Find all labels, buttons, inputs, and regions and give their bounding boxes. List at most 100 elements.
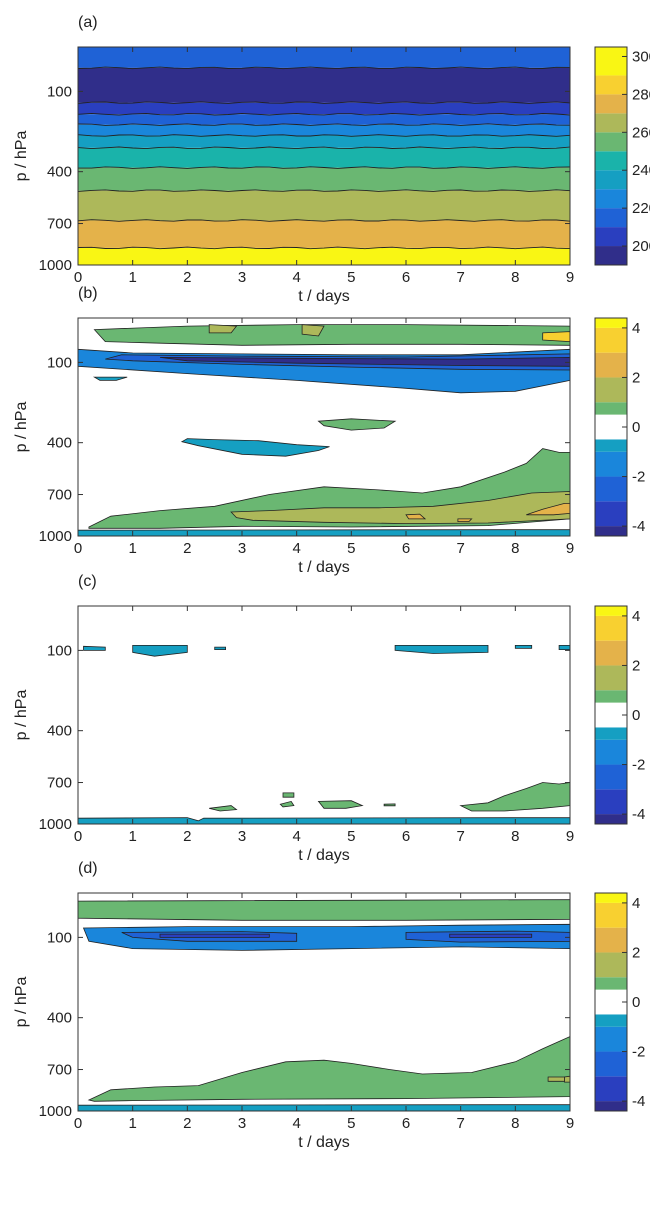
colorbar-segment bbox=[595, 640, 627, 666]
colorbar-segment bbox=[595, 1026, 627, 1052]
x-tick-label: 0 bbox=[74, 269, 82, 286]
x-tick-label: 1 bbox=[128, 828, 136, 845]
colorbar-segment bbox=[595, 451, 627, 477]
colorbar-tick-label: 0 bbox=[632, 994, 640, 1011]
y-tick-label: 700 bbox=[47, 775, 72, 792]
x-tick-label: 9 bbox=[566, 828, 574, 845]
colorbar-segment bbox=[595, 893, 627, 903]
contour-line bbox=[78, 66, 570, 70]
x-tick-label: 7 bbox=[456, 1115, 464, 1132]
panel-a: 0 1 2 3 4 5 6 7 8 9 100 400 700 1000 t / days p / hPa (a… bbox=[13, 14, 650, 305]
contour-region bbox=[87, 1036, 570, 1102]
colorbar-segment bbox=[595, 1076, 627, 1102]
y-tick-label: 1000 bbox=[39, 1103, 72, 1120]
colorbar-tick-label: -4 bbox=[632, 1093, 645, 1110]
x-axis-label: t / days bbox=[298, 288, 350, 305]
contour-region bbox=[214, 646, 226, 650]
colorbar-segment bbox=[595, 501, 627, 527]
contour-line bbox=[78, 112, 570, 116]
panel-b: 0 1 2 3 4 5 6 7 8 9 100 400 700 1000 t / days p / hPa (b… bbox=[13, 285, 645, 576]
colorbar-segment bbox=[595, 739, 627, 765]
x-tick-label: 1 bbox=[128, 1115, 136, 1132]
colorbar-segment bbox=[595, 170, 627, 190]
contour-band bbox=[78, 67, 570, 103]
panel-label: (c) bbox=[78, 573, 97, 590]
contour-region bbox=[78, 1104, 570, 1111]
colorbar-segment bbox=[595, 402, 627, 415]
contour-region bbox=[159, 356, 570, 367]
contour-band bbox=[78, 102, 570, 115]
colorbar-tick-label: 2 bbox=[632, 944, 640, 961]
contour-region bbox=[230, 491, 570, 525]
contour-region bbox=[82, 923, 570, 951]
x-tick-label: 4 bbox=[292, 828, 300, 845]
contour-region bbox=[180, 438, 330, 457]
panel-c: 0 1 2 3 4 5 6 7 8 9 100 400 700 1000 t / days p / hPa (c… bbox=[13, 573, 645, 864]
plot-frame bbox=[77, 317, 571, 537]
colorbar-segment bbox=[595, 113, 627, 133]
y-tick-label: 400 bbox=[47, 435, 72, 452]
y-tick-label: 400 bbox=[47, 723, 72, 740]
x-tick-label: 3 bbox=[238, 540, 246, 557]
contour-band bbox=[78, 167, 570, 191]
x-tick-label: 9 bbox=[566, 540, 574, 557]
colorbar-segment bbox=[595, 764, 627, 790]
x-tick-label: 6 bbox=[402, 540, 410, 557]
x-tick-label: 6 bbox=[402, 269, 410, 286]
y-tick-label: 100 bbox=[47, 642, 72, 659]
colorbar-segment bbox=[595, 439, 627, 452]
contour-region bbox=[514, 645, 533, 649]
x-tick-label: 8 bbox=[511, 269, 519, 286]
x-tick-label: 2 bbox=[183, 1115, 191, 1132]
contour-region bbox=[405, 513, 427, 520]
colorbar-segment bbox=[595, 327, 627, 353]
colorbar-segment bbox=[595, 952, 627, 978]
colorbar-tick-label: 300 bbox=[632, 48, 650, 65]
y-tick-label: 100 bbox=[47, 83, 72, 100]
contour-region bbox=[279, 800, 295, 808]
colorbar-segment bbox=[595, 1051, 627, 1077]
colorbar-tick-label: 4 bbox=[632, 608, 640, 625]
colorbar-segment bbox=[595, 1014, 627, 1027]
colorbar-segment bbox=[595, 1101, 627, 1111]
contour-region bbox=[457, 518, 473, 522]
colorbar: 300 280 260 240 220 200 bbox=[594, 46, 650, 266]
colorbar-segment bbox=[595, 75, 627, 95]
colorbar-tick-label: -4 bbox=[632, 806, 645, 823]
contour-region bbox=[558, 645, 570, 650]
colorbar-segment bbox=[595, 977, 627, 990]
y-tick-label: 400 bbox=[47, 1010, 72, 1027]
colorbar-segment bbox=[595, 727, 627, 740]
x-tick-label: 8 bbox=[511, 1115, 519, 1132]
colorbar-frame bbox=[594, 46, 628, 266]
contour-region bbox=[459, 782, 570, 812]
colorbar-segment bbox=[595, 94, 627, 114]
x-tick-label: 9 bbox=[566, 1115, 574, 1132]
colorbar: 4 2 0 -2 -4 bbox=[594, 317, 645, 537]
x-tick-label: 5 bbox=[347, 828, 355, 845]
colorbar-segment bbox=[595, 352, 627, 378]
colorbar-tick-label: -2 bbox=[632, 1044, 645, 1061]
colorbar: 4 2 0 -2 -4 bbox=[594, 605, 645, 825]
x-tick-label: 4 bbox=[292, 1115, 300, 1132]
colorbar-segment bbox=[595, 927, 627, 953]
contour-band bbox=[78, 147, 570, 168]
y-tick-label: 700 bbox=[47, 487, 72, 504]
contour-band bbox=[78, 114, 570, 125]
y-tick-label: 100 bbox=[47, 354, 72, 371]
y-tick-label: 1000 bbox=[39, 528, 72, 545]
contour-region bbox=[542, 331, 570, 343]
y-axis-label: p / hPa bbox=[13, 402, 30, 453]
colorbar-segment bbox=[595, 189, 627, 209]
colorbar-segment bbox=[595, 526, 627, 536]
contour-region bbox=[159, 933, 270, 938]
colorbar-tick-label: -2 bbox=[632, 469, 645, 486]
colorbar-segment bbox=[595, 246, 627, 265]
colorbar-segment bbox=[595, 318, 627, 328]
x-tick-label: 2 bbox=[183, 269, 191, 286]
x-tick-label: 2 bbox=[183, 828, 191, 845]
x-tick-label: 6 bbox=[402, 1115, 410, 1132]
x-tick-label: 4 bbox=[292, 540, 300, 557]
colorbar-segment bbox=[595, 606, 627, 616]
